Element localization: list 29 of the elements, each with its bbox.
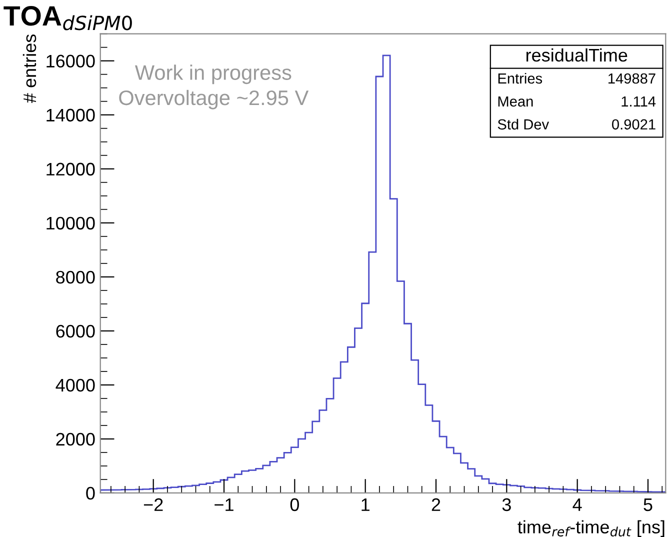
x-axis-title: time$_{ref}$-time$_{dut}$ [ns] [518,520,664,537]
x-tick-label: −1 [214,498,234,511]
annotation: Entries [498,72,542,84]
x-tick-label: 3 [502,498,511,512]
y-tick-label: 14000 [46,108,95,122]
y-tick-label: 4000 [56,378,95,392]
x-tick-label: 5 [644,498,652,512]
y-tick-label: 16000 [46,54,95,68]
x-tick-label: 4 [572,498,582,511]
annotation: Overvoltage ~2.95 V [119,90,309,110]
y-tick-label: 12000 [46,162,95,176]
x-tick-label: 0 [290,498,299,512]
annotation: residualTime [526,48,628,62]
x-tick-label: 2 [432,498,440,511]
chart-title: TOA$_{dSiPM0}$ [4,6,132,30]
annotation: Std Dev [498,118,550,130]
y-tick-label: 2000 [56,432,95,446]
x-tick-label: −2 [144,498,163,511]
annotation: 0.9021 [612,119,656,130]
y-tick-label: 8000 [56,270,95,284]
annotation: Work in progress [134,64,292,84]
annotation: 149887 [608,73,656,84]
annotation: Mean [498,96,533,107]
annotation: 1.114 [622,96,656,106]
x-tick-label: 1 [362,498,370,511]
y-tick-label: 10000 [46,216,95,230]
y-tick-label: 6000 [56,324,95,338]
y-tick-label: 0 [86,486,95,500]
y-axis-title: # entries [22,34,36,103]
